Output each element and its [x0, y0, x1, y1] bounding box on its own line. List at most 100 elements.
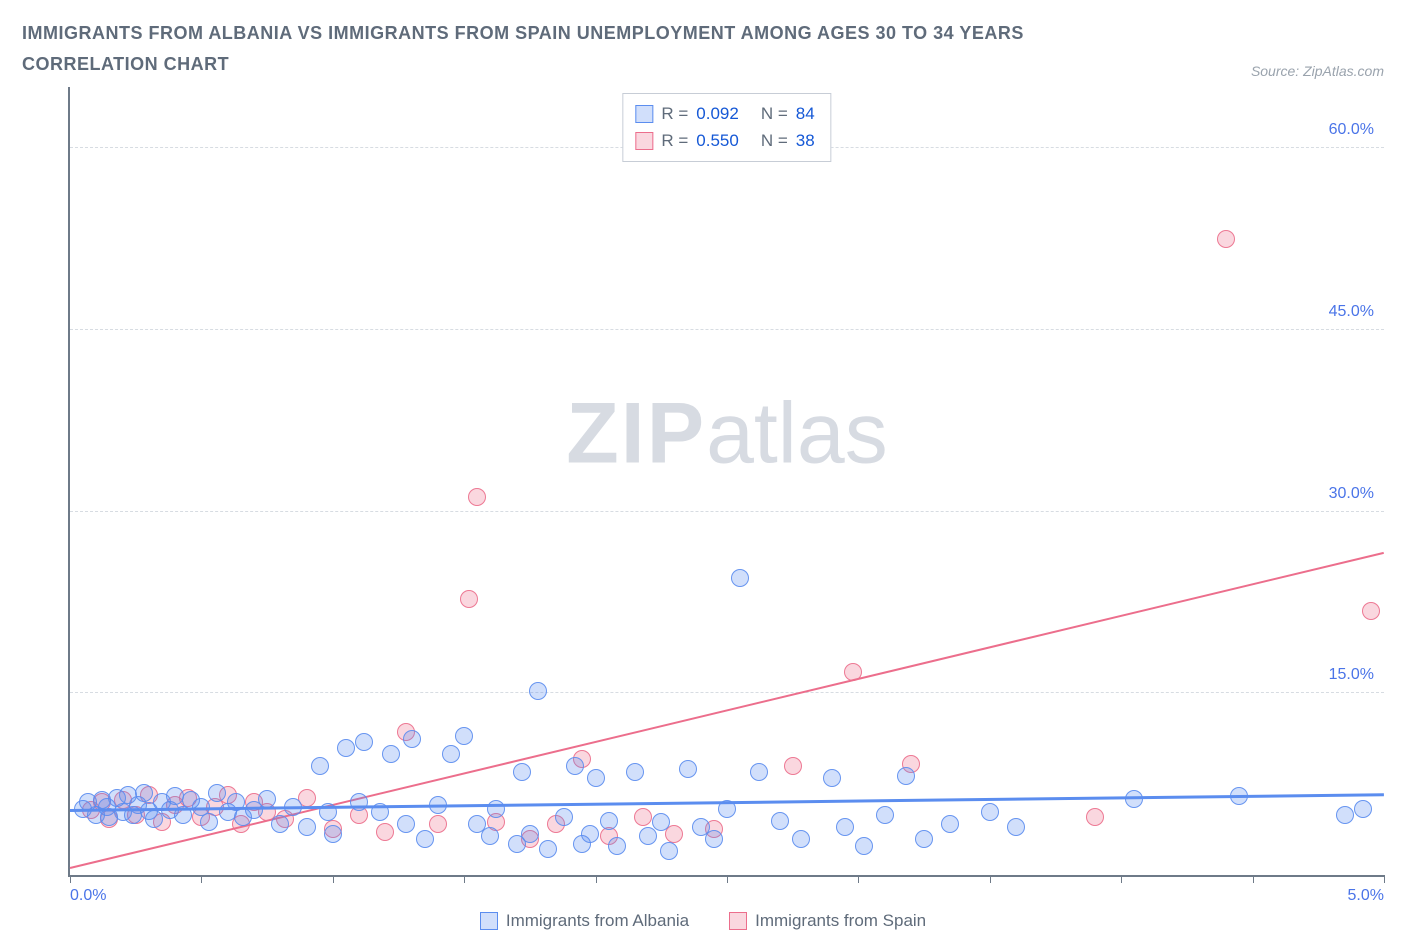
- marker-albania: [442, 745, 460, 763]
- marker-albania: [750, 763, 768, 781]
- source-label: Source: ZipAtlas.com: [1251, 63, 1384, 79]
- marker-albania: [337, 739, 355, 757]
- xtick: [1253, 875, 1254, 883]
- marker-albania: [355, 733, 373, 751]
- marker-spain: [1362, 602, 1380, 620]
- legend-series: Immigrants from Albania Immigrants from …: [22, 911, 1384, 931]
- marker-spain: [376, 823, 394, 841]
- marker-spain: [460, 590, 478, 608]
- marker-albania: [652, 813, 670, 831]
- marker-albania: [915, 830, 933, 848]
- marker-albania: [981, 803, 999, 821]
- chart-title: IMMIGRANTS FROM ALBANIA VS IMMIGRANTS FR…: [22, 18, 1122, 79]
- marker-albania: [705, 830, 723, 848]
- marker-albania: [271, 815, 289, 833]
- gridline: [70, 329, 1384, 330]
- marker-albania: [639, 827, 657, 845]
- marker-albania: [513, 763, 531, 781]
- r-value-albania: 0.092: [696, 100, 739, 127]
- marker-albania: [587, 769, 605, 787]
- marker-albania: [397, 815, 415, 833]
- swatch-albania: [480, 912, 498, 930]
- marker-albania: [941, 815, 959, 833]
- marker-albania: [600, 812, 618, 830]
- n-value-spain: 38: [796, 127, 815, 154]
- marker-albania: [382, 745, 400, 763]
- xtick: [596, 875, 597, 883]
- marker-albania: [1007, 818, 1025, 836]
- marker-albania: [539, 840, 557, 858]
- xtick: [990, 875, 991, 883]
- marker-albania: [298, 818, 316, 836]
- xtick-label: 5.0%: [1348, 887, 1384, 905]
- marker-albania: [876, 806, 894, 824]
- xtick: [1384, 875, 1385, 883]
- marker-albania: [792, 830, 810, 848]
- marker-albania: [208, 784, 226, 802]
- legend-stats: R = 0.092 N = 84 R = 0.550 N = 38: [622, 93, 831, 161]
- marker-albania: [566, 757, 584, 775]
- marker-albania: [145, 810, 163, 828]
- xtick: [70, 875, 71, 883]
- marker-albania: [855, 837, 873, 855]
- marker-albania: [823, 769, 841, 787]
- marker-albania: [555, 808, 573, 826]
- xtick-label: 0.0%: [70, 887, 106, 905]
- watermark: ZIPatlas: [566, 384, 887, 483]
- gridline: [70, 692, 1384, 693]
- plot-area: ZIPatlas R = 0.092 N = 84 R = 0.550 N = …: [68, 87, 1384, 877]
- marker-albania: [416, 830, 434, 848]
- marker-albania: [608, 837, 626, 855]
- xtick: [727, 875, 728, 883]
- marker-albania: [311, 757, 329, 775]
- swatch-spain: [729, 912, 747, 930]
- marker-albania: [1354, 800, 1372, 818]
- marker-spain: [1086, 808, 1104, 826]
- marker-albania: [836, 818, 854, 836]
- marker-albania: [200, 813, 218, 831]
- marker-albania: [521, 825, 539, 843]
- legend-label-albania: Immigrants from Albania: [506, 911, 689, 931]
- xtick: [1121, 875, 1122, 883]
- chart-container: Unemployment Among Ages 30 to 34 years Z…: [22, 87, 1384, 931]
- marker-albania: [626, 763, 644, 781]
- marker-albania: [258, 790, 276, 808]
- marker-albania: [455, 727, 473, 745]
- ytick-label: 30.0%: [1329, 485, 1374, 503]
- r-label: R =: [661, 127, 688, 154]
- r-value-spain: 0.550: [696, 127, 739, 154]
- n-value-albania: 84: [796, 100, 815, 127]
- swatch-albania: [635, 105, 653, 123]
- ytick-label: 60.0%: [1329, 121, 1374, 139]
- marker-albania: [897, 767, 915, 785]
- marker-spain: [468, 488, 486, 506]
- marker-spain: [784, 757, 802, 775]
- marker-albania: [581, 825, 599, 843]
- n-label: N =: [761, 127, 788, 154]
- xtick: [464, 875, 465, 883]
- r-label: R =: [661, 100, 688, 127]
- marker-spain: [429, 815, 447, 833]
- xtick: [201, 875, 202, 883]
- ytick-label: 15.0%: [1329, 666, 1374, 684]
- marker-spain: [634, 808, 652, 826]
- marker-albania: [1336, 806, 1354, 824]
- legend-stats-row-spain: R = 0.550 N = 38: [635, 127, 814, 154]
- marker-albania: [679, 760, 697, 778]
- trendline-spain: [70, 552, 1384, 869]
- legend-label-spain: Immigrants from Spain: [755, 911, 926, 931]
- marker-spain: [1217, 230, 1235, 248]
- marker-albania: [135, 784, 153, 802]
- marker-albania: [324, 825, 342, 843]
- legend-stats-row-albania: R = 0.092 N = 84: [635, 100, 814, 127]
- xtick: [333, 875, 334, 883]
- ytick-label: 45.0%: [1329, 303, 1374, 321]
- n-label: N =: [761, 100, 788, 127]
- marker-albania: [350, 793, 368, 811]
- legend-item-spain: Immigrants from Spain: [729, 911, 926, 931]
- gridline: [70, 511, 1384, 512]
- swatch-spain: [635, 132, 653, 150]
- marker-albania: [481, 827, 499, 845]
- marker-albania: [771, 812, 789, 830]
- marker-albania: [487, 800, 505, 818]
